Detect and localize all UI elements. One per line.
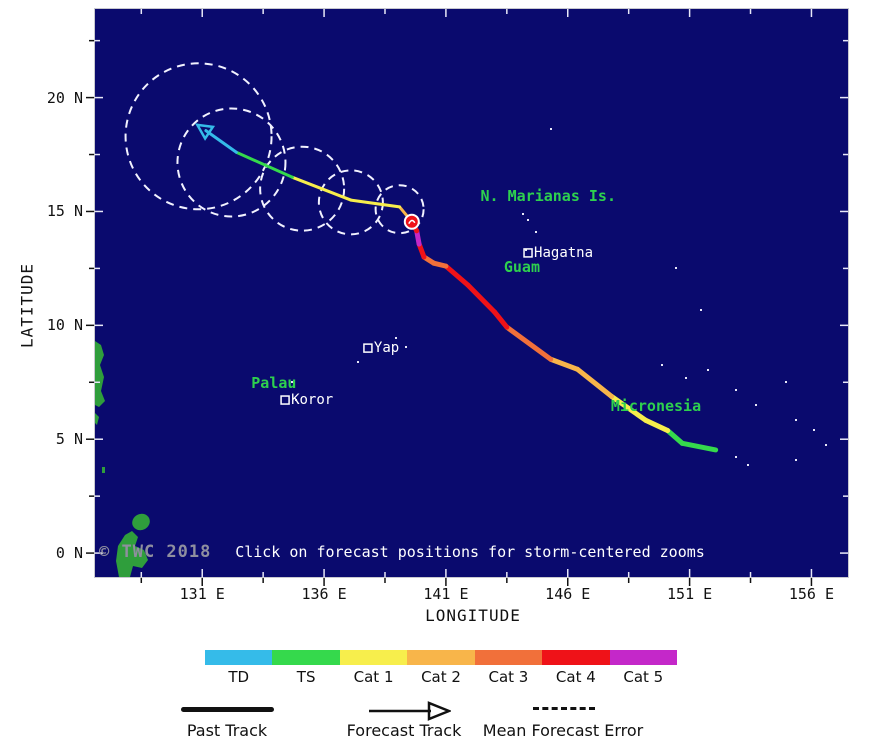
city-label-yap: Yap xyxy=(373,340,400,357)
map-instruction-note: Click on forecast positions for storm-ce… xyxy=(235,543,705,561)
colorbar-swatch-cat-2 xyxy=(407,650,475,665)
colorbar-swatch-td xyxy=(205,650,273,665)
colorbar-label-ts: TS xyxy=(296,668,316,686)
mean-forecast-error-symbol xyxy=(533,707,595,710)
colorbar-swatch-cat-3 xyxy=(474,650,543,665)
forecast-error-circle[interactable] xyxy=(317,169,384,236)
longitude-axis-title: LONGITUDE xyxy=(425,606,521,625)
latitude-axis-title: LATITUDE xyxy=(17,262,37,349)
y-tick-label: 20 N xyxy=(46,88,83,107)
y-tick-label: 10 N xyxy=(46,316,83,335)
forecast-error-circle[interactable] xyxy=(176,107,287,218)
forecast-error-circle[interactable] xyxy=(124,62,273,211)
region-label-guam: Guam xyxy=(503,258,540,277)
colorbar-label-cat-5: Cat 5 xyxy=(623,668,664,686)
x-tick-label: 151 E xyxy=(667,585,713,603)
colorbar-label-td: TD xyxy=(228,668,250,686)
y-tick-label: 5 N xyxy=(55,430,83,449)
colorbar-label-cat-4: Cat 4 xyxy=(555,668,596,686)
city-marker-hagatna xyxy=(523,248,533,258)
inner-frame-ticks xyxy=(95,9,848,577)
island-dots xyxy=(291,128,827,466)
colorbar-swatch-cat-1 xyxy=(339,650,408,665)
forecast-track-line[interactable] xyxy=(195,123,414,224)
current-position-marker[interactable] xyxy=(403,213,420,230)
region-label-micronesia: Micronesia xyxy=(610,396,702,415)
forecast-track-symbol xyxy=(369,701,451,721)
forecast-error-circle[interactable] xyxy=(374,184,425,235)
colorbar-label-cat-2: Cat 2 xyxy=(421,668,461,686)
colorbar-swatch-ts xyxy=(272,650,340,665)
colorbar-swatch-cat-4 xyxy=(542,650,610,665)
y-tick-label: 0 N xyxy=(55,544,83,563)
colorbar-swatch-cat-5 xyxy=(609,650,677,665)
forecast-arrowhead-icon xyxy=(195,123,216,141)
intensity-colorbar xyxy=(205,650,677,665)
x-tick-label: 141 E xyxy=(423,585,469,603)
x-tick-label: 136 E xyxy=(301,585,347,603)
legend-label-mean-forecast-error: Mean Forecast Error xyxy=(482,721,644,740)
copyright-watermark: © TWC 2018 xyxy=(99,542,212,562)
land-islands xyxy=(95,341,150,577)
past-track-line xyxy=(409,219,719,453)
city-marker-yap xyxy=(363,343,373,353)
y-tick-label: 15 N xyxy=(46,202,83,221)
forecast-error-circles[interactable] xyxy=(124,62,425,236)
storm-track-map[interactable]: Click on forecast positions for storm-ce… xyxy=(94,8,849,578)
x-tick-label: 156 E xyxy=(788,585,835,603)
colorbar-label-cat-1: Cat 1 xyxy=(353,668,394,686)
past-track-symbol xyxy=(181,707,274,712)
colorbar-label-cat-3: Cat 3 xyxy=(488,668,529,686)
legend-label-past-track: Past Track xyxy=(186,721,268,740)
region-label-palau: Palau xyxy=(251,373,297,392)
legend-label-forecast-track: Forecast Track xyxy=(346,721,462,740)
region-label-n-marianas-is-: N. Marianas Is. xyxy=(480,186,616,205)
city-label-hagatna: Hagatna xyxy=(534,244,594,261)
map-graphics xyxy=(95,9,848,577)
forecast-error-circle[interactable] xyxy=(259,145,346,232)
city-marker-koror xyxy=(280,395,290,405)
x-tick-label: 146 E xyxy=(545,585,591,603)
x-tick-label: 131 E xyxy=(179,585,225,603)
city-label-koror: Koror xyxy=(291,392,334,409)
